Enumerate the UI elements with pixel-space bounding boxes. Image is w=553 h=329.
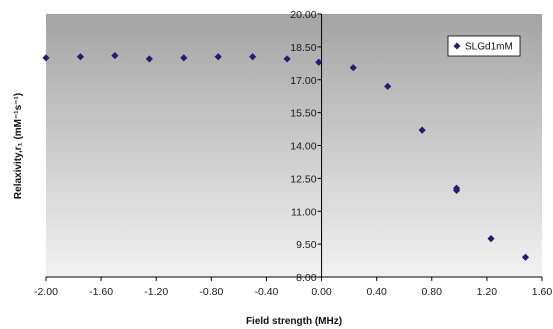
legend-marker-diamond-icon xyxy=(453,42,461,50)
legend-box xyxy=(447,35,521,57)
x-tick-label: 0.80 xyxy=(422,286,443,298)
data-point xyxy=(315,58,323,66)
legend-label: SLGd1mM xyxy=(465,42,513,53)
y-axis-title: Relaxivity,r₁ (mM⁻¹s⁻¹) xyxy=(13,93,24,199)
x-tick-label: 1.60 xyxy=(532,286,553,298)
legend: SLGd1mM xyxy=(447,35,521,57)
y-tick-label: 18.50 xyxy=(290,42,316,54)
data-point xyxy=(249,53,257,61)
y-tick-label: 9.50 xyxy=(296,239,317,251)
data-point xyxy=(214,53,222,61)
data-point xyxy=(180,54,188,62)
plot-background xyxy=(46,14,542,277)
data-point xyxy=(42,54,50,62)
y-tick-label: 17.00 xyxy=(290,75,316,87)
x-tick-label: 0.40 xyxy=(366,286,387,298)
y-tick-label: 14.00 xyxy=(290,141,316,153)
y-tick-label: 15.50 xyxy=(290,108,316,120)
y-tick-label: 11.00 xyxy=(291,206,317,218)
x-tick-label: 1.20 xyxy=(477,286,498,298)
y-tick-label: 12.50 xyxy=(290,173,316,185)
data-point xyxy=(487,235,495,243)
y-tick-label: 8.00 xyxy=(296,272,317,284)
x-tick-label: -1.60 xyxy=(89,286,113,298)
data-point xyxy=(521,253,530,261)
x-tick-label: 0.00 xyxy=(311,286,332,298)
data-point xyxy=(384,82,392,90)
x-tick-label: -2.00 xyxy=(34,286,58,298)
x-axis-ticks: -2.00 -1.60 -1.20 -0.80 -0.40 0.00 0.40 0.80 1.2… xyxy=(34,277,552,298)
data-point xyxy=(283,55,291,63)
x-tick-label: -0.80 xyxy=(199,286,223,298)
x-tick-label: -1.20 xyxy=(144,286,168,298)
y-axis-ticks: 8.00 9.50 11.00 12.50 14.00 15.50 17.00 18.50 20… xyxy=(290,9,322,284)
data-point xyxy=(452,186,461,195)
data-point xyxy=(349,64,357,72)
data-point xyxy=(145,55,153,63)
data-point xyxy=(76,53,85,61)
y-tick-label: 20.00 xyxy=(290,9,316,21)
x-tick-label: -0.40 xyxy=(254,286,278,298)
data-point xyxy=(111,52,119,60)
x-axis-title: Field strength (MHz) xyxy=(246,316,342,327)
data-points xyxy=(42,52,530,261)
data-point xyxy=(418,126,426,134)
